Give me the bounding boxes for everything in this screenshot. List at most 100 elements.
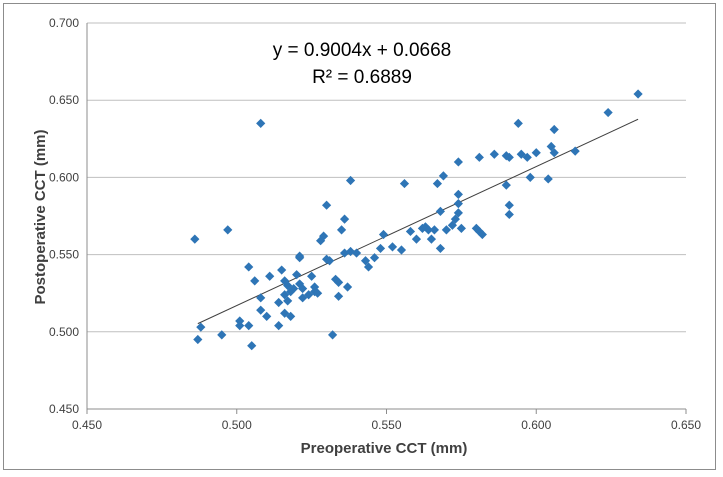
r-squared-label: R² = 0.6889 bbox=[312, 67, 412, 88]
data-point bbox=[298, 293, 308, 303]
data-point bbox=[438, 171, 449, 181]
data-point bbox=[322, 200, 332, 210]
data-point bbox=[525, 172, 535, 182]
data-point bbox=[522, 152, 532, 162]
data-point bbox=[504, 200, 514, 210]
data-point bbox=[351, 248, 362, 258]
data-point bbox=[513, 118, 523, 128]
data-point bbox=[289, 283, 299, 294]
y-tick-label: 0.550 bbox=[49, 248, 79, 262]
data-point bbox=[280, 308, 290, 318]
chart-frame: 0.450 0.500 0.550 0.600 0.650 0.700 0.450 0.500… bbox=[3, 3, 716, 470]
data-point bbox=[298, 283, 308, 294]
data-point bbox=[345, 175, 356, 186]
y-tick-label: 0.500 bbox=[49, 325, 79, 339]
data-point bbox=[477, 229, 487, 240]
data-point bbox=[399, 178, 410, 189]
data-point bbox=[193, 334, 203, 345]
data-point bbox=[453, 189, 463, 199]
axes bbox=[86, 23, 687, 414]
data-point bbox=[501, 180, 511, 190]
data-point bbox=[378, 229, 389, 240]
data-point bbox=[474, 226, 484, 237]
data-point bbox=[453, 157, 463, 167]
data-point bbox=[223, 225, 233, 235]
data-point bbox=[570, 146, 580, 156]
data-point bbox=[342, 282, 353, 292]
gridlines bbox=[87, 22, 686, 333]
data-point bbox=[196, 322, 206, 332]
data-point bbox=[247, 341, 257, 351]
data-point bbox=[313, 288, 323, 298]
data-point bbox=[333, 277, 344, 287]
data-point bbox=[277, 265, 287, 275]
data-point bbox=[316, 236, 326, 246]
data-point bbox=[375, 243, 386, 254]
data-point bbox=[387, 242, 398, 252]
y-tick-label: 0.450 bbox=[49, 402, 79, 416]
data-point bbox=[453, 208, 463, 218]
data-point bbox=[244, 262, 254, 272]
data-point bbox=[546, 141, 556, 152]
data-point bbox=[292, 270, 302, 280]
data-points bbox=[190, 89, 643, 351]
data-point bbox=[256, 293, 266, 303]
scatter-chart: 0.450 0.500 0.550 0.600 0.650 0.700 0.450 0.500… bbox=[32, 16, 701, 457]
data-point bbox=[423, 225, 434, 235]
data-point bbox=[330, 274, 341, 284]
data-point bbox=[235, 316, 245, 326]
data-point bbox=[549, 148, 559, 158]
data-point bbox=[471, 223, 481, 233]
data-point bbox=[265, 271, 275, 281]
data-point bbox=[190, 234, 200, 244]
data-point bbox=[256, 118, 266, 128]
data-point bbox=[432, 178, 443, 189]
data-point bbox=[256, 305, 266, 315]
data-point bbox=[435, 206, 446, 216]
data-point bbox=[295, 279, 305, 289]
trendline-equation: y = 0.9004x + 0.0668 bbox=[273, 40, 452, 61]
data-point bbox=[235, 321, 245, 331]
y-tick-label: 0.600 bbox=[49, 170, 79, 184]
data-point bbox=[396, 245, 407, 255]
data-point bbox=[363, 262, 374, 272]
y-tick-label: 0.700 bbox=[49, 16, 79, 30]
y-axis-title: Postoperative CCT (mm) bbox=[32, 129, 49, 304]
data-point bbox=[543, 174, 553, 184]
x-tick-label: 0.650 bbox=[671, 418, 701, 432]
data-point bbox=[244, 321, 254, 331]
x-tick-label: 0.600 bbox=[521, 418, 551, 432]
data-point bbox=[262, 311, 272, 321]
data-point bbox=[339, 214, 350, 224]
x-axis-title: Preoperative CCT (mm) bbox=[301, 440, 468, 457]
data-point bbox=[504, 152, 514, 162]
data-point bbox=[405, 226, 416, 237]
data-point bbox=[474, 152, 484, 162]
data-point bbox=[453, 199, 463, 209]
x-tick-label: 0.500 bbox=[222, 418, 252, 432]
data-point bbox=[549, 124, 559, 135]
x-tick-label: 0.450 bbox=[72, 418, 102, 432]
tick-labels: 0.450 0.500 0.550 0.600 0.650 0.700 0.450 0.500… bbox=[49, 16, 701, 432]
data-point bbox=[489, 149, 499, 159]
data-point bbox=[426, 234, 437, 244]
y-tick-label: 0.650 bbox=[49, 93, 79, 107]
trendline bbox=[197, 118, 639, 325]
data-point bbox=[307, 271, 317, 281]
data-point bbox=[283, 296, 293, 306]
data-point bbox=[324, 256, 335, 266]
data-point bbox=[531, 148, 541, 158]
data-point bbox=[274, 297, 284, 308]
data-point bbox=[429, 225, 440, 235]
data-point bbox=[633, 89, 643, 99]
trendline-group bbox=[197, 118, 639, 325]
data-point bbox=[456, 223, 466, 233]
data-point bbox=[250, 276, 260, 286]
x-tick-label: 0.550 bbox=[371, 418, 401, 432]
data-point bbox=[286, 311, 296, 321]
data-point bbox=[441, 225, 451, 235]
data-point bbox=[435, 243, 446, 254]
data-point bbox=[336, 225, 347, 235]
data-point bbox=[603, 107, 613, 118]
data-point bbox=[274, 321, 284, 331]
